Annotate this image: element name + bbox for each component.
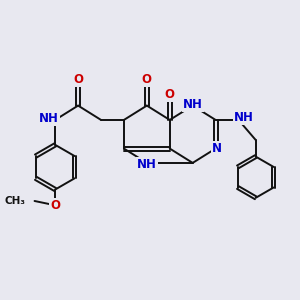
Text: O: O xyxy=(142,73,152,86)
Text: CH₃: CH₃ xyxy=(5,196,26,206)
Text: O: O xyxy=(50,199,60,212)
Text: NH: NH xyxy=(234,111,254,124)
Text: NH: NH xyxy=(183,98,202,111)
Text: N: N xyxy=(212,142,222,155)
Text: O: O xyxy=(165,88,175,100)
Text: NH: NH xyxy=(39,112,59,125)
Text: O: O xyxy=(73,73,83,86)
Text: NH: NH xyxy=(137,158,157,171)
